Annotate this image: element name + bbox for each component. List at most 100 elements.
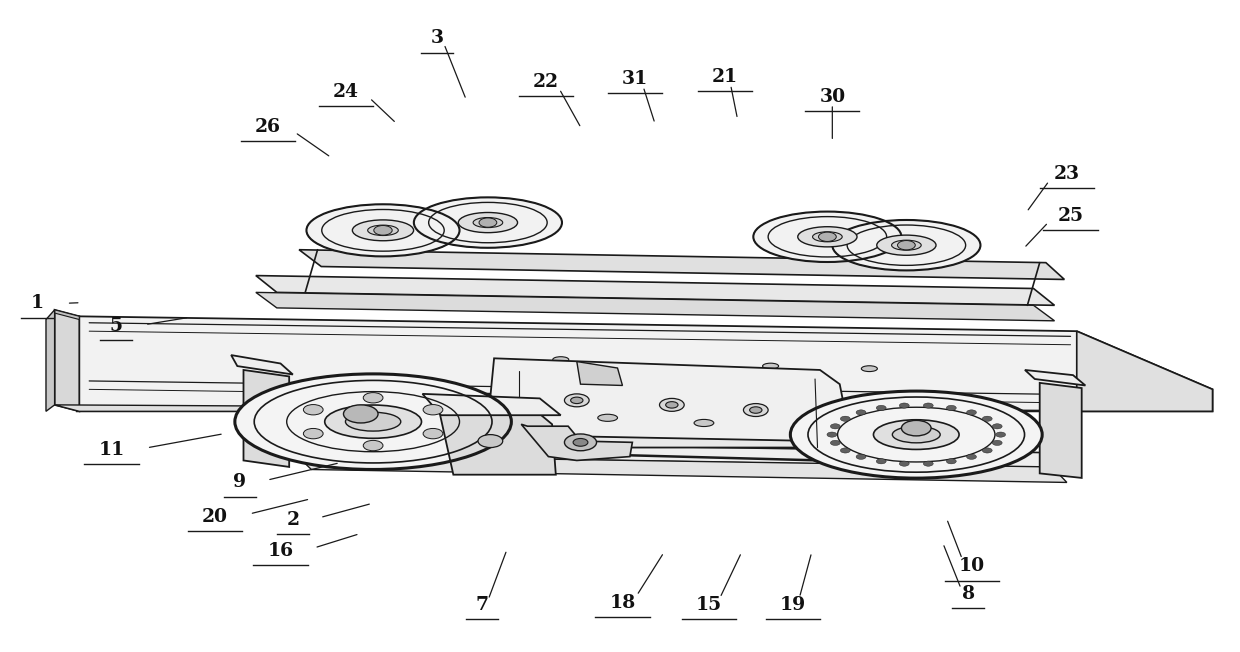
Circle shape — [570, 397, 583, 404]
Text: 15: 15 — [696, 597, 722, 614]
Circle shape — [982, 416, 992, 421]
Polygon shape — [521, 424, 632, 460]
Circle shape — [992, 440, 1002, 445]
Ellipse shape — [877, 235, 936, 256]
Circle shape — [660, 398, 684, 411]
Ellipse shape — [832, 220, 981, 271]
Ellipse shape — [325, 405, 422, 438]
Polygon shape — [577, 362, 622, 385]
Polygon shape — [55, 405, 1213, 411]
Circle shape — [831, 424, 841, 429]
Circle shape — [750, 407, 761, 413]
Circle shape — [304, 404, 324, 415]
Polygon shape — [255, 276, 1054, 305]
Ellipse shape — [368, 225, 398, 235]
Circle shape — [343, 405, 378, 423]
Circle shape — [946, 459, 956, 464]
Circle shape — [423, 428, 443, 439]
Ellipse shape — [474, 218, 502, 228]
Polygon shape — [1025, 370, 1085, 385]
Ellipse shape — [598, 414, 618, 421]
Text: 16: 16 — [268, 542, 294, 560]
Ellipse shape — [694, 419, 714, 426]
Polygon shape — [423, 394, 560, 415]
Circle shape — [966, 410, 976, 415]
Circle shape — [898, 241, 915, 250]
Circle shape — [363, 440, 383, 451]
Polygon shape — [55, 310, 79, 411]
Polygon shape — [77, 316, 1213, 411]
Ellipse shape — [414, 198, 562, 248]
Ellipse shape — [763, 363, 779, 369]
Circle shape — [564, 394, 589, 407]
Text: 5: 5 — [110, 317, 123, 335]
Circle shape — [856, 454, 866, 460]
Ellipse shape — [346, 412, 401, 431]
Circle shape — [573, 439, 588, 446]
Text: 8: 8 — [961, 585, 975, 603]
Polygon shape — [1076, 331, 1213, 411]
Polygon shape — [296, 441, 1066, 468]
Circle shape — [992, 424, 1002, 429]
Polygon shape — [486, 359, 848, 441]
Polygon shape — [518, 371, 832, 447]
Circle shape — [831, 440, 841, 445]
Circle shape — [841, 416, 851, 421]
Polygon shape — [231, 355, 293, 374]
Circle shape — [564, 434, 596, 451]
Circle shape — [899, 403, 909, 408]
Circle shape — [996, 432, 1006, 437]
Text: 9: 9 — [233, 473, 247, 492]
Ellipse shape — [306, 204, 460, 256]
Text: 31: 31 — [621, 70, 649, 88]
Circle shape — [841, 448, 851, 453]
Ellipse shape — [797, 227, 857, 247]
Ellipse shape — [893, 426, 940, 443]
Text: 30: 30 — [820, 87, 846, 106]
Text: 10: 10 — [959, 557, 985, 576]
Text: 26: 26 — [255, 118, 281, 136]
Circle shape — [827, 432, 837, 437]
Text: 18: 18 — [609, 594, 636, 612]
Circle shape — [982, 448, 992, 453]
Text: 25: 25 — [1058, 207, 1084, 225]
Circle shape — [479, 218, 497, 228]
Circle shape — [901, 421, 931, 436]
Circle shape — [373, 226, 392, 235]
Circle shape — [856, 410, 866, 415]
Polygon shape — [46, 310, 55, 411]
Circle shape — [479, 435, 502, 447]
Circle shape — [304, 428, 324, 439]
Polygon shape — [55, 310, 79, 319]
Ellipse shape — [553, 357, 569, 363]
Polygon shape — [438, 402, 556, 475]
Circle shape — [744, 404, 768, 417]
Circle shape — [818, 232, 836, 241]
Circle shape — [363, 393, 383, 403]
Ellipse shape — [352, 220, 414, 241]
Text: 2: 2 — [286, 511, 299, 529]
Ellipse shape — [790, 391, 1042, 478]
Ellipse shape — [862, 366, 878, 372]
Ellipse shape — [459, 213, 517, 233]
Polygon shape — [255, 292, 1054, 321]
Polygon shape — [1039, 383, 1081, 478]
Polygon shape — [243, 370, 289, 467]
Circle shape — [877, 459, 887, 464]
Text: 3: 3 — [430, 29, 444, 48]
Text: 11: 11 — [98, 441, 124, 459]
Ellipse shape — [892, 240, 921, 250]
Circle shape — [423, 404, 443, 415]
Polygon shape — [296, 455, 1066, 482]
Text: 21: 21 — [712, 68, 738, 86]
Circle shape — [666, 402, 678, 408]
Text: 19: 19 — [780, 597, 806, 614]
Ellipse shape — [873, 420, 959, 449]
Text: 22: 22 — [533, 72, 559, 91]
Text: 23: 23 — [1054, 165, 1080, 183]
Ellipse shape — [754, 212, 901, 262]
Circle shape — [946, 406, 956, 411]
Text: 1: 1 — [31, 294, 43, 312]
Text: 24: 24 — [334, 83, 358, 101]
Text: 7: 7 — [475, 597, 489, 614]
